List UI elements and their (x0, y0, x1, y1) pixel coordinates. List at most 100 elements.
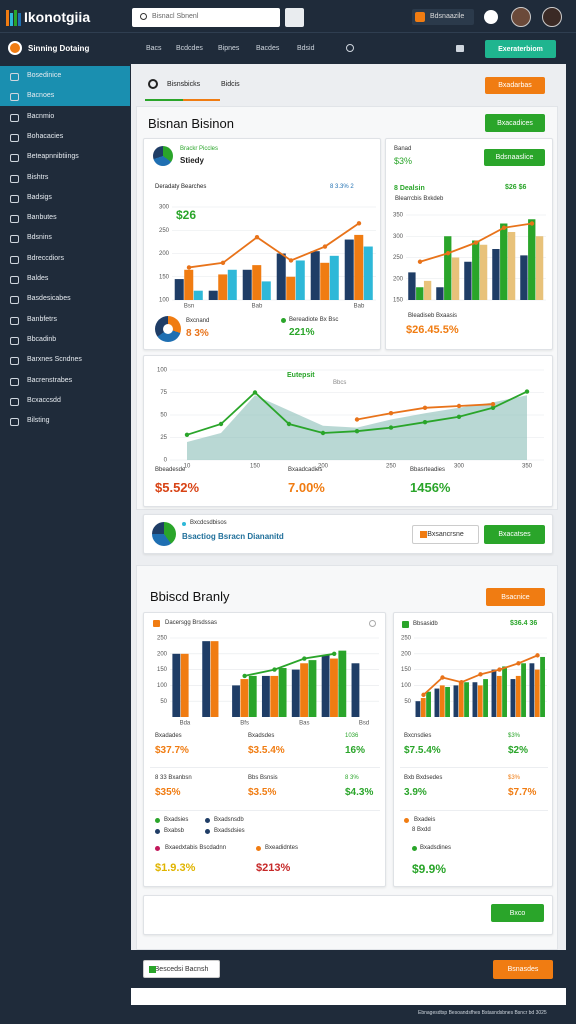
bar (472, 682, 478, 717)
bar (308, 660, 317, 717)
panel-button[interactable]: Bdsnaaslice (484, 149, 545, 166)
sidebar-item[interactable]: Bacnmio (27, 112, 55, 120)
sidebar-icon (10, 133, 19, 142)
sidebar-item[interactable]: Badsigs (27, 193, 52, 201)
bar (363, 246, 373, 300)
bar (491, 669, 497, 717)
bar (248, 675, 257, 717)
line-point (186, 265, 192, 270)
stat-value: 8 3% (186, 328, 209, 339)
sidebar-item[interactable]: Bbcadinb (27, 335, 57, 343)
nav-button[interactable]: Exeraterbiom (485, 40, 556, 58)
bar (227, 269, 237, 300)
sidebar-item[interactable]: Bishtrs (27, 173, 49, 181)
stat-label: $3% (508, 733, 521, 739)
sidebar-item[interactable]: Baldes (27, 275, 49, 282)
legend-swatch (205, 818, 210, 823)
badge-icon (415, 12, 425, 22)
bar (464, 682, 469, 717)
stat-value: $7.7% (508, 787, 537, 798)
stat-label: Bxeadidntes (265, 845, 299, 851)
sidebar-item[interactable]: Bacrenstrabes (27, 376, 73, 384)
stat-value: $3.5.4% (248, 745, 285, 756)
tab[interactable]: Bidcis (221, 81, 240, 88)
panel-a (143, 138, 381, 350)
headline: $26 (176, 208, 197, 222)
bar (496, 675, 502, 717)
sidebar-item[interactable]: Bosedinice (27, 72, 62, 79)
sidebar-icon (10, 174, 19, 183)
panel-title: Bsactiog Bsracn Diananitd (182, 532, 284, 541)
sidebar-item[interactable]: Bohacacies (27, 132, 64, 140)
x-tick-label: Bab (252, 304, 263, 310)
notify-icon[interactable] (484, 10, 498, 24)
nav-link[interactable]: Bacdes (256, 45, 280, 52)
x-tick-label: Bas (299, 721, 309, 727)
sidebar-item[interactable]: Banbutes (27, 214, 57, 222)
sidebar-item[interactable]: Basdesicabes (27, 295, 71, 303)
sidebar-item[interactable]: Bilsting (27, 417, 50, 425)
stat-value: $9.9% (412, 862, 447, 876)
bar (261, 675, 270, 717)
nav-logo (8, 41, 22, 55)
sidebar-icon (10, 194, 19, 203)
line-point (218, 421, 224, 427)
bar (444, 236, 452, 300)
y-tick-label: 250 (401, 636, 412, 642)
y-tick-label: 50 (160, 699, 167, 705)
nav-link[interactable]: Bdsid (297, 45, 315, 52)
section-title: Bisnan Bisinon (148, 116, 234, 131)
sidebar-item[interactable]: Beteapnnibtiings (27, 153, 79, 161)
sidebar-icon (10, 235, 19, 244)
search-box[interactable] (132, 8, 280, 27)
legend-label: Bxadeis (414, 817, 436, 823)
sidebar-icon (10, 377, 19, 386)
bar (451, 257, 460, 300)
sidebar-item[interactable]: Bcxaccsdd (27, 396, 61, 404)
nav-search-icon[interactable] (346, 44, 354, 52)
sidebar-item[interactable]: Bacnoes (27, 92, 55, 100)
sidebar-item[interactable]: Banbfetrs (27, 315, 57, 323)
bar (261, 281, 271, 300)
bar (276, 253, 286, 300)
footer-button[interactable]: Bsnasdes (493, 960, 553, 979)
y-tick-label: 300 (393, 234, 404, 240)
bar (464, 261, 472, 300)
x-tick-label: 350 (522, 464, 533, 470)
nav-link[interactable]: Bipnes (218, 45, 240, 52)
panel-button[interactable]: Bxsancrsne (412, 525, 479, 544)
section-button[interactable]: Bsacnice (486, 588, 545, 606)
line-point (388, 411, 394, 416)
y-tick-label: 200 (401, 651, 412, 657)
more-icon[interactable] (369, 620, 376, 627)
panel-sub: Bbcs (333, 380, 347, 386)
nav-link[interactable]: Bcdcdes (176, 45, 203, 52)
sidebar-item[interactable]: Bdsnins (27, 234, 52, 242)
bar (354, 234, 364, 300)
panel-button[interactable]: Bxco (491, 904, 544, 922)
panel-title: Eutepsit (287, 372, 315, 379)
footer-button[interactable]: Bescedsi Bacnsh (143, 960, 220, 978)
panel-kicker: Bxcdcsdbisos (190, 520, 227, 526)
header-button[interactable]: Bxadarbas (485, 77, 545, 94)
tab[interactable]: Bisnsbicks (167, 81, 201, 88)
legend-value: 8 3.3% 2 (330, 184, 354, 190)
line-point (252, 390, 258, 395)
line-point (320, 430, 326, 436)
sidebar-item[interactable]: Barxnes Scndnes (27, 356, 82, 364)
avatar[interactable] (542, 7, 562, 27)
line-point (445, 251, 451, 256)
avatar[interactable] (511, 7, 531, 27)
panel-button[interactable]: Bxacatses (484, 525, 545, 544)
x-tick-label: Bfs (240, 721, 249, 727)
tab-underline (183, 99, 220, 101)
sidebar-icon (10, 73, 19, 81)
search-button[interactable] (285, 8, 304, 27)
sidebar-item[interactable]: Bdreccdiors (27, 254, 64, 262)
search-placeholder: Bisnacl Sbnenl (152, 13, 199, 20)
line-point (497, 667, 502, 672)
section-button[interactable]: Bxacadices (485, 114, 545, 132)
nav-link[interactable]: Bacs (146, 45, 162, 52)
badge-bg[interactable] (412, 9, 474, 25)
nav-icon[interactable] (456, 45, 464, 52)
